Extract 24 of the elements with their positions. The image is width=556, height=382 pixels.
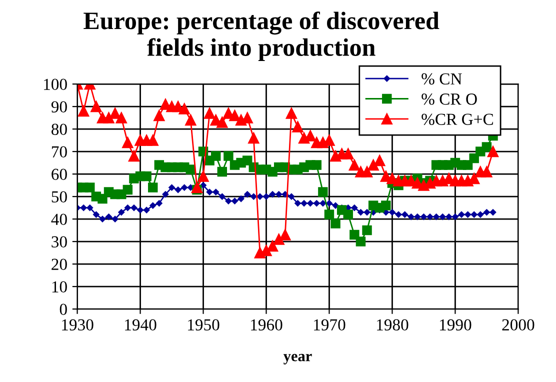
y-tick-label: 40 (51, 214, 67, 225)
y-tick-label: 20 (52, 258, 67, 270)
x-axis-title: year (283, 354, 312, 364)
legend-label: % CR O (422, 94, 477, 105)
y-tick-label: 90 (51, 101, 67, 112)
x-tick-label: 1990 (440, 319, 472, 330)
legend-label: % CN (422, 73, 462, 85)
y-tick-label: 30 (52, 236, 67, 248)
x-tick-label: 1940 (125, 319, 156, 330)
legend-label: %CR G+C (422, 114, 493, 126)
y-tick-label: 60 (52, 168, 67, 180)
y-tick-label: 10 (52, 281, 67, 292)
y-tick-label: 100 (44, 78, 67, 90)
x-tick-label: 1960 (251, 319, 282, 330)
x-tick-label: 1970 (314, 319, 346, 330)
y-tick-label: 50 (52, 191, 67, 202)
y-tick-label: 80 (52, 124, 67, 135)
x-tick-label: 1950 (188, 319, 220, 330)
y-tick-label: 70 (52, 146, 67, 158)
chart-title: Europe: percentage of discovered fields into production (84, 11, 440, 62)
x-tick-label: 1980 (377, 319, 408, 330)
y-tick-label: 0 (60, 304, 67, 315)
x-tick-label: 2000 (502, 319, 534, 330)
x-tick-label: 1930 (62, 319, 94, 330)
